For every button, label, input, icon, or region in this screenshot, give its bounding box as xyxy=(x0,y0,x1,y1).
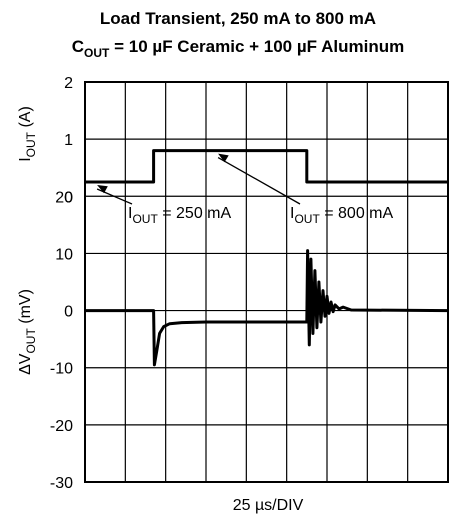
annotation-800ma-sub: OUT xyxy=(294,212,320,226)
annotation-800ma-value: = 800 mA xyxy=(320,205,394,222)
bottom-y-tick-label: 20 xyxy=(55,189,73,206)
chart-title: Load Transient, 250 mA to 800 mA xyxy=(100,9,376,28)
subtitle-rest: = 10 µF Ceramic + 100 µF Aluminum xyxy=(109,37,404,56)
annotation-250ma-value: = 250 mA xyxy=(158,205,232,222)
annotation-250ma-sub: OUT xyxy=(132,212,158,226)
top-y-tick-label: 1 xyxy=(64,132,73,149)
bottom-ylabel-unit: (mV) xyxy=(17,289,34,328)
bottom-y-tick-label: 10 xyxy=(55,246,73,263)
annotation-arrow-head xyxy=(218,153,229,163)
bottom-ylabel: ΔVOUT (mV) xyxy=(17,289,38,375)
subtitle-subscript: OUT xyxy=(84,46,110,60)
top-ylabel-unit: (A) xyxy=(17,106,34,132)
bottom-y-tick-label: -10 xyxy=(50,361,73,378)
x-axis-label: 25 µs/DIV xyxy=(233,497,304,514)
top-ylabel: IOUT (A) xyxy=(17,106,38,162)
bottom-y-tick-label: -20 xyxy=(50,418,73,435)
bottom-y-tick-label: -30 xyxy=(50,475,73,492)
annotation-800ma-prefix: I xyxy=(290,205,294,222)
annotation-arrow-line xyxy=(217,157,301,205)
delta-vout-trace xyxy=(85,249,449,367)
top-y-tick-label: 2 xyxy=(64,75,73,92)
subtitle-prefix: C xyxy=(72,37,84,56)
annotation-250ma-prefix: I xyxy=(128,205,132,222)
bottom-ylabel-sub: OUT xyxy=(24,328,38,354)
annotation-250ma: IOUT = 250 mA xyxy=(128,205,232,226)
top-ylabel-sub: OUT xyxy=(24,131,38,157)
annotation-800ma: IOUT = 800 mA xyxy=(290,205,394,226)
top-ylabel-main: I xyxy=(17,157,34,161)
top-y-tick-label: 0 xyxy=(64,189,73,206)
iout-trace xyxy=(85,149,448,184)
bottom-ylabel-prefix: ΔV xyxy=(17,353,34,375)
annotation-arrow-head xyxy=(97,185,108,194)
chart-subtitle: COUT = 10 µF Ceramic + 100 µF Aluminum xyxy=(72,37,404,60)
plot-frame xyxy=(84,81,449,483)
bottom-y-tick-label: 0 xyxy=(64,304,73,321)
